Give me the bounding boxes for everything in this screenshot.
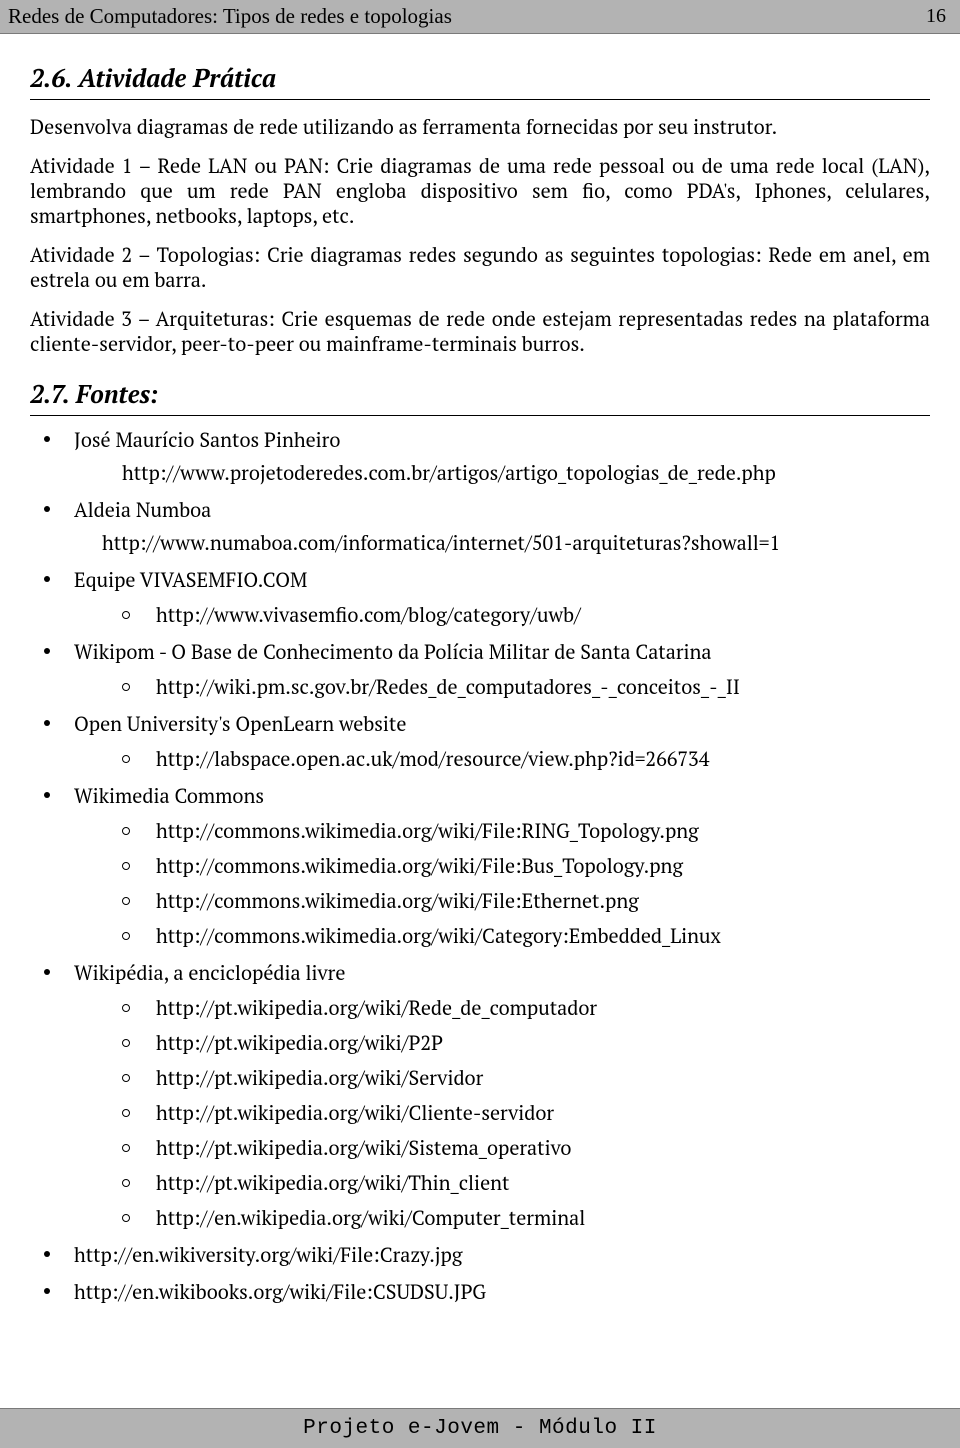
fonte-subitem: http://commons.wikimedia.org/wiki/File:R… [74,817,930,844]
page-header: Redes de Computadores: Tipos de redes e … [0,0,960,34]
fonte-subitem: http://www.vivasemfio.com/blog/category/… [74,601,930,628]
page: Redes de Computadores: Tipos de redes e … [0,0,960,1448]
fonte-subitem: http://pt.wikipedia.org/wiki/Cliente-ser… [74,1099,930,1126]
fonte-item: José Maurício Santos Pinheiro http://www… [30,426,930,486]
header-title: Redes de Computadores: Tipos de redes e … [8,4,452,29]
fonte-subitem: http://labspace.open.ac.uk/mod/resource/… [74,745,930,772]
fonte-item: Equipe VIVASEMFIO.COM http://www.vivasem… [30,566,930,628]
fonte-label: Wikimedia Commons [74,782,264,809]
page-number: 16 [926,5,946,28]
page-footer: Projeto e-Jovem - Módulo II [0,1408,960,1448]
fonte-item: Open University's OpenLearn website http… [30,710,930,772]
fonte-sublist: http://labspace.open.ac.uk/mod/resource/… [74,745,930,772]
fonte-sublist: http://www.vivasemfio.com/blog/category/… [74,601,930,628]
fonte-sublist: http://commons.wikimedia.org/wiki/File:R… [74,817,930,949]
fonte-label: Open University's OpenLearn website [74,710,406,737]
fonte-item: http://en.wikibooks.org/wiki/File:CSUDSU… [30,1278,930,1305]
section-title-fontes: 2.7. Fontes: [30,378,930,416]
atividade-3: Atividade 3 – Arquiteturas: Crie esquema… [30,306,930,356]
atividade-2: Atividade 2 – Topologias: Crie diagramas… [30,242,930,292]
fonte-label: http://en.wikiversity.org/wiki/File:Craz… [74,1241,462,1268]
fonte-label: José Maurício Santos Pinheiro [74,426,340,453]
fonte-subitem: http://en.wikipedia.org/wiki/Computer_te… [74,1204,930,1231]
fonte-item: Wikimedia Commons http://commons.wikimed… [30,782,930,949]
fonte-item: Wikipom - O Base de Conhecimento da Polí… [30,638,930,700]
fonte-subitem: http://commons.wikimedia.org/wiki/File:B… [74,852,930,879]
fonte-subitem: http://pt.wikipedia.org/wiki/Rede_de_com… [74,994,930,1021]
atividade-1: Atividade 1 – Rede LAN ou PAN: Crie diag… [30,153,930,228]
fonte-sublist: http://pt.wikipedia.org/wiki/Rede_de_com… [74,994,930,1231]
footer-text: Projeto e-Jovem - Módulo II [303,1417,657,1440]
fonte-label: Aldeia Numboa [74,496,211,523]
fonte-item: Wikipédia, a enciclopédia livre http://p… [30,959,930,1231]
content-area: 2.6. Atividade Prática Desenvolva diagra… [0,34,960,1305]
fonte-label: Wikipom - O Base de Conhecimento da Polí… [74,638,712,665]
fonte-sublist: http://wiki.pm.sc.gov.br/Redes_de_comput… [74,673,930,700]
fonte-url: http://www.projetoderedes.com.br/artigos… [74,459,930,486]
fonte-subitem: http://pt.wikipedia.org/wiki/P2P [74,1029,930,1056]
fontes-list: José Maurício Santos Pinheiro http://www… [30,426,930,1305]
fonte-url: http://www.numaboa.com/informatica/inter… [74,529,930,556]
atividade-intro: Desenvolva diagramas de rede utilizando … [30,114,930,139]
fonte-item: Aldeia Numboa http://www.numaboa.com/inf… [30,496,930,556]
fonte-subitem: http://pt.wikipedia.org/wiki/Servidor [74,1064,930,1091]
section-title-atividade: 2.6. Atividade Prática [30,62,930,100]
fonte-subitem: http://wiki.pm.sc.gov.br/Redes_de_comput… [74,673,930,700]
fonte-label: Equipe VIVASEMFIO.COM [74,566,307,593]
fonte-subitem: http://pt.wikipedia.org/wiki/Sistema_ope… [74,1134,930,1161]
fonte-label: http://en.wikibooks.org/wiki/File:CSUDSU… [74,1278,486,1305]
fonte-subitem: http://commons.wikimedia.org/wiki/File:E… [74,887,930,914]
fonte-subitem: http://pt.wikipedia.org/wiki/Thin_client [74,1169,930,1196]
fonte-item: http://en.wikiversity.org/wiki/File:Craz… [30,1241,930,1268]
fonte-subitem: http://commons.wikimedia.org/wiki/Catego… [74,922,930,949]
fonte-label: Wikipédia, a enciclopédia livre [74,959,345,986]
